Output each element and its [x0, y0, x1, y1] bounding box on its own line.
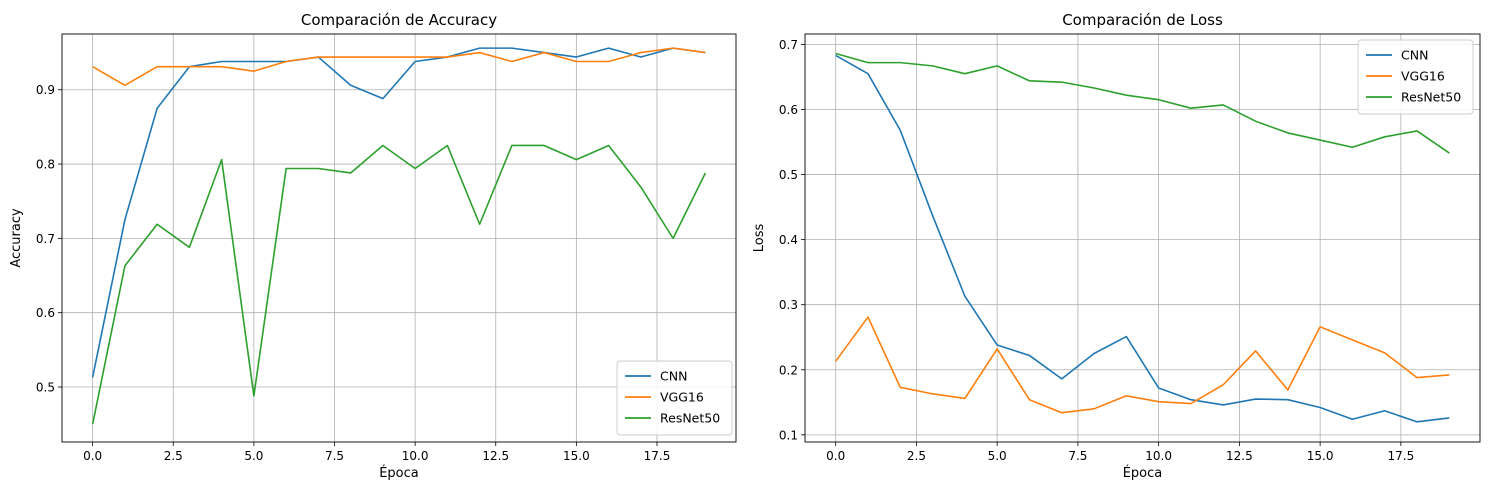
- x-tick-label: 2.5: [164, 449, 183, 463]
- x-tick-label: 7.5: [325, 449, 344, 463]
- plot-frame: [804, 33, 1481, 443]
- loss-chart: 0.0 2.5 5.0 7.5 10.0 12.5 15.0 17.5 0.1 0.2 0.3 0.4…: [752, 11, 1481, 481]
- x-tick-label: 5.0: [988, 449, 1007, 463]
- x-tick-label: 0.0: [83, 449, 102, 463]
- legend-box: [1357, 39, 1474, 115]
- x-tick-label: 0.0: [826, 449, 845, 463]
- y-tick-label: 0.6: [36, 306, 55, 320]
- y-axis-title: Loss: [752, 224, 767, 253]
- x-tick-label: 12.5: [1226, 449, 1253, 463]
- legend-box: [616, 360, 733, 436]
- series-line-vgg16: [835, 316, 1450, 414]
- x-axis-title: Época: [379, 465, 419, 481]
- x-axis-title: Época: [1123, 465, 1163, 481]
- x-tick-label: 10.0: [1145, 449, 1172, 463]
- x-tick-label: 7.5: [1068, 449, 1087, 463]
- series-line-cnn: [835, 54, 1450, 423]
- y-tick-label: 0.5: [779, 168, 798, 182]
- x-tick-label: 2.5: [907, 449, 926, 463]
- legend-label-resnet50: ResNet50: [1401, 90, 1461, 105]
- x-tick-label: 15.0: [1307, 449, 1334, 463]
- legend-label-cnn: CNN: [660, 369, 687, 384]
- accuracy-chart: 0.0 2.5 5.0 7.5 10.0 12.5 15.0 17.5 0.5 0.6 0.7 0.8…: [9, 11, 737, 481]
- y-tick-label: 0.4: [779, 233, 798, 247]
- x-tick-label: 12.5: [482, 449, 509, 463]
- chart-title: Comparación de Loss: [1062, 11, 1223, 29]
- y-tick-label: 0.9: [36, 83, 55, 97]
- y-tick-label: 0.5: [36, 381, 55, 395]
- legend-label-cnn: CNN: [1401, 48, 1428, 63]
- y-tick-label: 0.7: [779, 38, 798, 52]
- y-tick-label: 0.1: [779, 428, 798, 442]
- x-tick-label: 10.0: [402, 449, 429, 463]
- series-line-resnet50: [91, 144, 707, 425]
- y-axis-title: Accuracy: [9, 208, 24, 268]
- y-tick-label: 0.8: [36, 158, 55, 172]
- legend-label-vgg16: VGG16: [1401, 69, 1445, 84]
- x-tick-label: 17.5: [1388, 449, 1415, 463]
- x-tick-label: 17.5: [644, 449, 671, 463]
- series-line-cnn: [91, 47, 706, 378]
- series-line-resnet50: [835, 52, 1450, 154]
- y-tick-label: 0.7: [36, 232, 55, 246]
- y-tick-label: 0.6: [779, 103, 798, 117]
- x-tick-label: 15.0: [563, 449, 590, 463]
- y-tick-label: 0.3: [779, 298, 798, 312]
- legend-label-vgg16: VGG16: [660, 390, 704, 405]
- series-line-vgg16: [92, 47, 706, 87]
- x-tick-label: 5.0: [244, 449, 263, 463]
- legend-label-resnet50: ResNet50: [660, 411, 720, 426]
- chart-title: Comparación de Accuracy: [301, 11, 497, 29]
- y-tick-label: 0.2: [779, 363, 798, 377]
- plot-frame: [61, 33, 737, 443]
